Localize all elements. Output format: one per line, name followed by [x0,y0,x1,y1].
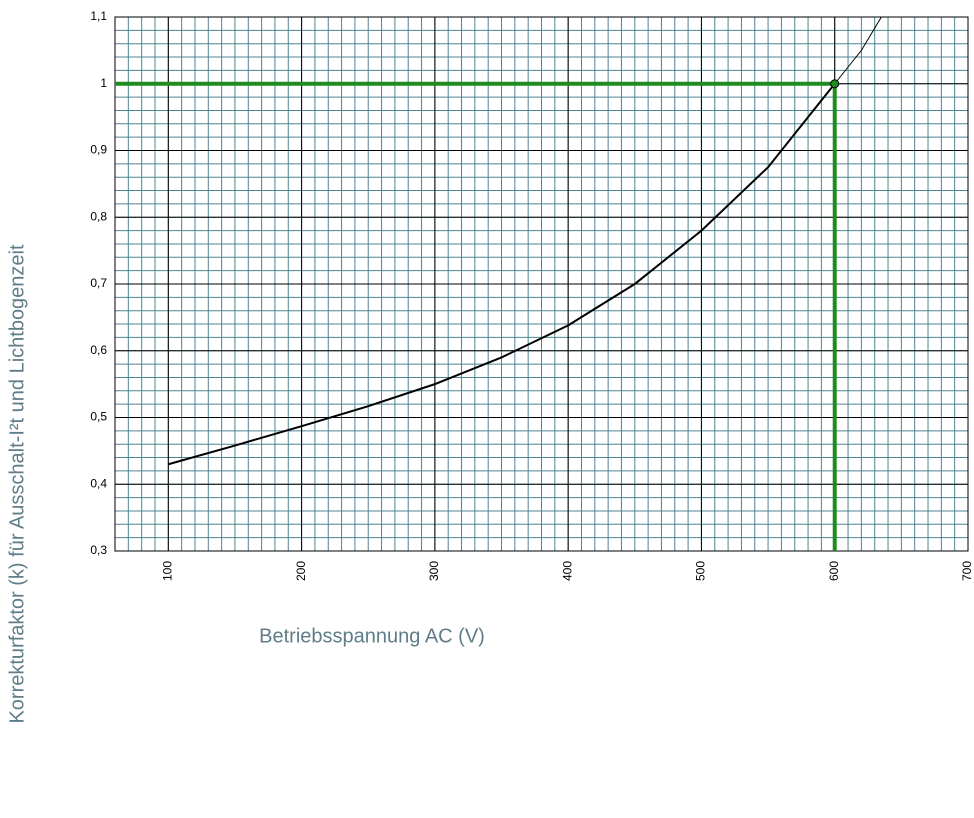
curve [834,16,882,85]
reference-point [830,79,840,89]
curve [168,83,836,466]
y-tick-label: 0,7 [90,276,107,290]
y-tick-label: 1,1 [90,9,107,23]
y-tick-label: 0,8 [90,209,107,223]
y-tick-label: 0,9 [90,143,107,157]
x-tick-label: 400 [560,561,574,581]
plot-border [114,16,969,552]
x-tick-label: 200 [294,561,308,581]
y-axis-label: Korrekturfaktor (k) für Ausschalt-I²t un… [6,244,28,724]
y-tick-label: 0,4 [90,476,107,490]
y-tick-label: 0,5 [90,410,107,424]
x-tick-label: 500 [694,561,708,581]
x-tick-label: 700 [960,561,974,581]
y-tick-label: 0,3 [90,543,107,557]
x-axis-label: Betriebsspannung AC (V) [259,625,485,647]
x-tick-label: 100 [160,561,174,581]
y-tick-label: 1 [100,76,107,90]
y-tick-label: 0,6 [90,343,107,357]
x-tick-label: 600 [827,561,841,581]
x-tick-label: 300 [427,561,441,581]
